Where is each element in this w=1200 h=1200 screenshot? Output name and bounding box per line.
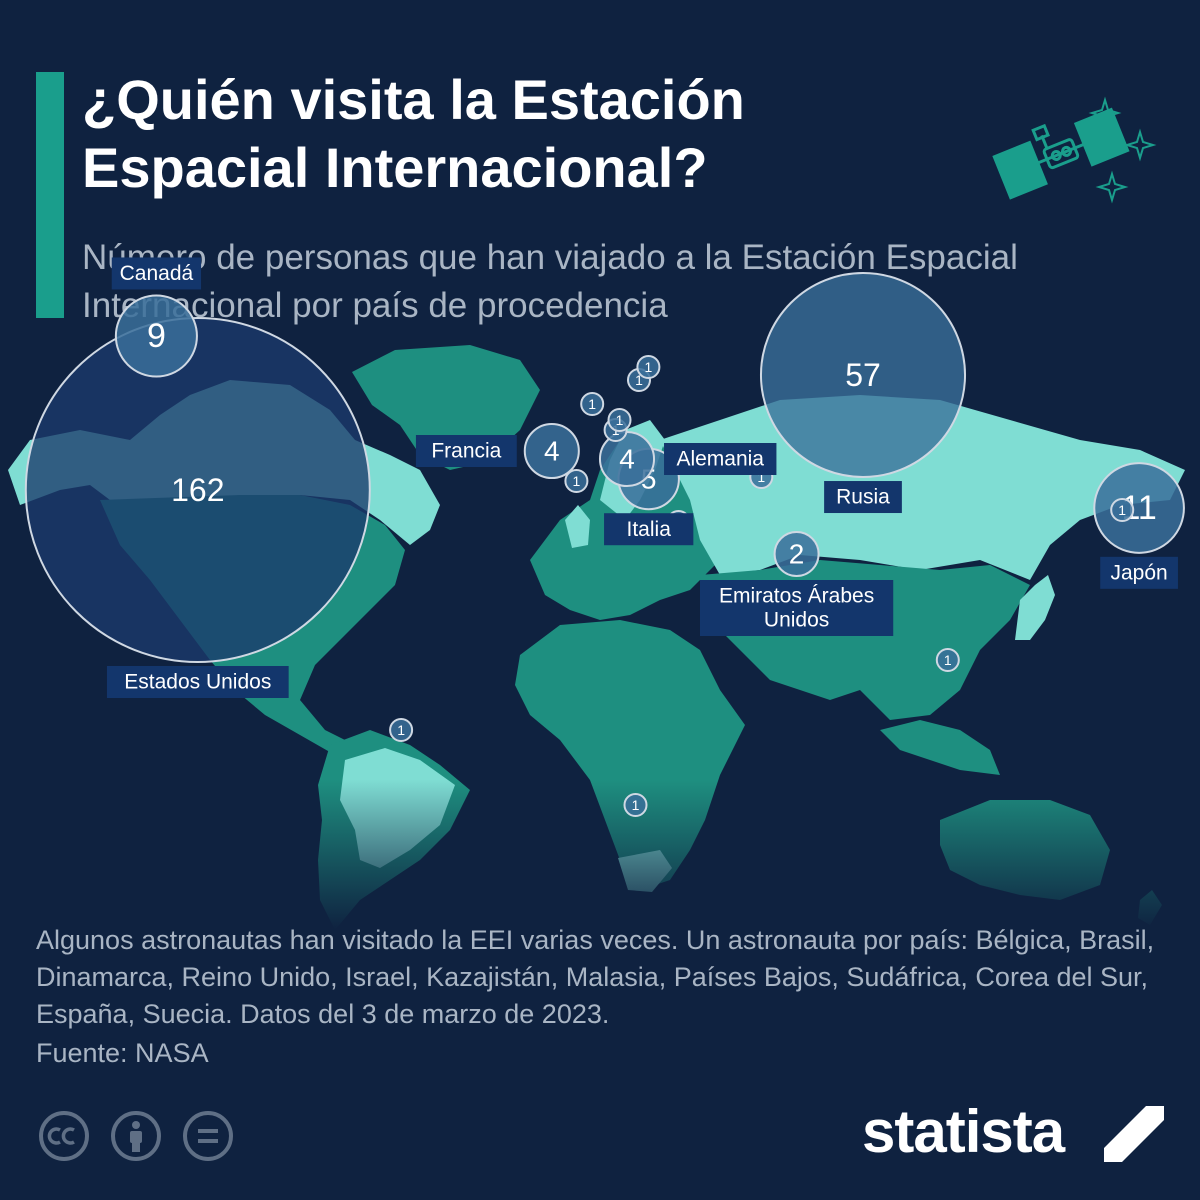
statista-logo-icon	[1104, 1106, 1164, 1162]
label-text-emiratos-arabes-unidos: Emiratos Árabes	[719, 585, 874, 608]
label-bg-alemania	[664, 443, 777, 475]
label-bg-italia	[604, 513, 694, 546]
attribution-icon[interactable]	[110, 1110, 162, 1162]
land-se-asia	[880, 720, 1000, 775]
bubble-canada	[114, 294, 198, 378]
bubble-sudafrica	[623, 793, 648, 817]
label-bg-francia	[415, 435, 517, 467]
label-bg-rusia	[824, 481, 902, 514]
label-text-francia: Francia	[431, 440, 501, 463]
bubble-value-suecia: 1	[645, 359, 653, 375]
label-text-alemania: Alemania	[676, 448, 764, 471]
label-francia: Francia	[415, 435, 517, 467]
footnote: Algunos astronautas han visitado la EEI …	[36, 925, 1155, 1029]
land-japan	[1015, 575, 1055, 640]
source-note: Fuente: NASA	[36, 1038, 209, 1068]
bubble-value-estados-unidos: 162	[171, 472, 224, 508]
cc-icon[interactable]	[38, 1110, 90, 1162]
bubble-malasia	[935, 648, 960, 672]
label-text-italia: Italia	[627, 518, 672, 541]
bubble-value-emiratos-arabes-unidos: 2	[789, 539, 805, 570]
bubble-francia	[523, 422, 580, 480]
bubble-value-alemania: 4	[619, 444, 635, 475]
bubble-reino-unido	[580, 392, 605, 416]
bubble-value-brasil: 1	[397, 722, 405, 738]
label-text-canada: Canadá	[120, 262, 194, 285]
label-bg-emiratos-arabes-unidos	[699, 580, 894, 636]
bubble-corea-del-sur	[1110, 498, 1135, 522]
bubble-value-reino-unido: 1	[588, 396, 596, 412]
bubble-rusia	[759, 271, 967, 479]
label-text-rusia: Rusia	[836, 486, 890, 509]
bubble-value-dinamarca: 1	[635, 372, 643, 388]
label-bg-estados-unidos	[106, 666, 289, 698]
country-labels: Estados Unidos Rusia Japón Canadá Italia Alem…	[106, 257, 1178, 698]
label-japon: Japón	[1100, 556, 1178, 589]
bubble-value-sudafrica: 1	[632, 797, 640, 813]
bubble-value-malasia: 1	[944, 652, 952, 668]
bubble-brasil	[389, 718, 414, 742]
land-uk	[565, 505, 590, 548]
label-bg-japon	[1100, 556, 1178, 589]
label-text-emiratos-arabes-unidos: Unidos	[764, 609, 829, 632]
label-text-japon: Japón	[1110, 562, 1167, 585]
bubble-suecia	[636, 355, 661, 379]
label-rusia: Rusia	[824, 481, 902, 514]
label-bg-canada	[111, 257, 202, 290]
label-canada: Canadá	[111, 257, 202, 290]
accent-bar	[36, 72, 64, 318]
bubble-value-espana: 1	[573, 473, 581, 489]
bubble-value-corea-del-sur: 1	[1118, 502, 1126, 518]
map-fade	[0, 780, 1200, 930]
bubbles: 162571195442111111111111	[24, 271, 1185, 817]
bubble-value-kazajistan: 1	[757, 469, 765, 485]
bubble-value-canada: 9	[147, 317, 166, 355]
bubble-value-paises-bajos: 1	[616, 412, 624, 428]
bubble-paises-bajos	[607, 408, 632, 432]
label-text-estados-unidos: Estados Unidos	[124, 671, 271, 694]
no-derivatives-icon[interactable]	[182, 1110, 234, 1162]
bubble-emiratos-arabes-unidos	[773, 531, 820, 577]
label-italia: Italia	[604, 513, 694, 546]
page-title: ¿Quién visita la Estación Espacial Inter…	[82, 68, 745, 199]
satellite-icon	[992, 96, 1157, 204]
bubble-value-rusia: 57	[845, 357, 881, 393]
bubble-espana	[564, 469, 589, 493]
label-estados-unidos: Estados Unidos	[106, 666, 289, 698]
bubble-japon	[1093, 462, 1185, 554]
statista-brand[interactable]: statista	[862, 1098, 1065, 1165]
bubble-estados-unidos	[24, 317, 371, 663]
label-alemania: Alemania	[664, 443, 777, 475]
bubble-value-francia: 4	[544, 436, 560, 467]
